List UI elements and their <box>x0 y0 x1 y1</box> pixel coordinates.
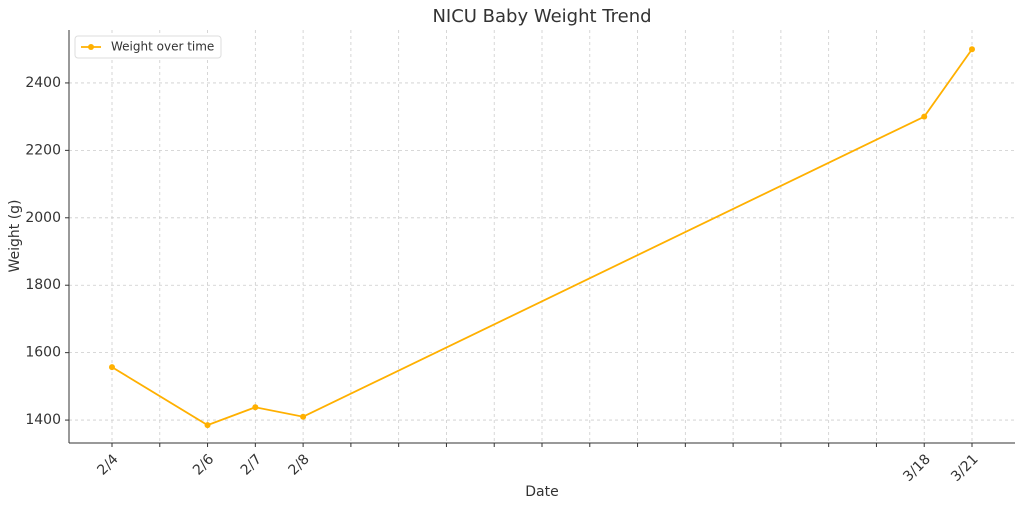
x-tick-label: 3/21 <box>948 451 982 485</box>
point <box>921 113 928 120</box>
y-tick-label: 1400 <box>25 412 61 428</box>
legend-label: Weight over time <box>111 40 214 54</box>
y-tick-label: 1600 <box>25 345 61 361</box>
y-tick-label: 2200 <box>25 142 61 158</box>
legend-marker <box>88 44 94 50</box>
legend-box <box>74 35 222 59</box>
x-tick-label: 2/8 <box>286 451 313 478</box>
y-tick-label: 1800 <box>25 277 61 293</box>
x-tick-label: 3/18 <box>900 451 934 485</box>
y-tick-label: 2000 <box>25 210 61 226</box>
point <box>252 404 259 411</box>
y-axis-label: Weight (g) <box>7 199 23 272</box>
x-tick-label: 2/6 <box>190 451 217 478</box>
point <box>204 422 211 429</box>
x-axis-label: Date <box>525 484 558 500</box>
point <box>109 364 115 371</box>
chart-title: NICU Baby Weight Trend <box>432 6 651 27</box>
legend: Weight over time <box>74 35 222 59</box>
point <box>300 413 307 420</box>
point <box>969 46 975 53</box>
x-tick-label: 2/7 <box>238 451 265 478</box>
line <box>111 48 973 427</box>
x-tick-label: 2/4 <box>94 451 121 478</box>
y-tick-label: 2400 <box>25 75 61 91</box>
